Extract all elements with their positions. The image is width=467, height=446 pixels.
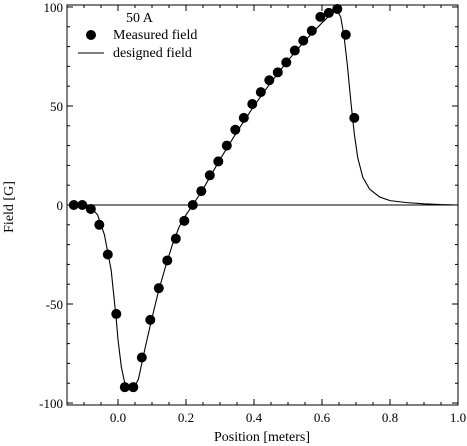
measured-field-point — [272, 67, 283, 78]
measured-field-point — [221, 140, 232, 151]
measured-field-point — [255, 87, 266, 98]
designed-field-layer — [83, 10, 459, 390]
measured-field-point — [332, 3, 343, 14]
measured-field-point — [68, 200, 79, 210]
measured-field-point — [111, 308, 122, 319]
measured-field-point — [77, 200, 88, 210]
measured-field-point — [289, 45, 300, 56]
y-tick-label: 50 — [50, 99, 63, 114]
measured-field-point — [315, 11, 326, 22]
measured-field-point — [179, 215, 190, 226]
y-tick-label: -100 — [39, 396, 63, 411]
measured-field-point — [128, 382, 139, 393]
designed-field-line — [83, 10, 459, 390]
y-tick-label: -50 — [46, 297, 63, 312]
x-tick-label: 0.8 — [382, 410, 398, 425]
measured-field-point — [102, 249, 113, 260]
measured-field-point — [170, 233, 181, 244]
measured-field-point — [298, 35, 309, 46]
y-axis-label: Field [G] — [2, 181, 17, 233]
legend-label-measured: Measured field — [113, 28, 197, 43]
measured-field-point — [230, 124, 241, 135]
measured-field-point — [187, 200, 198, 210]
measured-field-layer — [68, 3, 360, 393]
measured-field-point — [349, 112, 360, 123]
measured-field-point — [162, 255, 173, 266]
measured-field-point — [306, 25, 317, 36]
x-tick-label: 1.0 — [450, 410, 466, 425]
x-tick-label: 0.6 — [314, 410, 331, 425]
legend-marker-measured — [86, 30, 96, 40]
legend-label-designed: designed field — [113, 46, 192, 61]
measured-field-point — [145, 314, 156, 325]
measured-field-point — [196, 186, 207, 197]
legend: 50 A Measured field designed field — [78, 11, 197, 61]
current-annotation: 50 A — [126, 11, 154, 26]
measured-field-point — [238, 112, 249, 123]
x-tick-label: 0.0 — [110, 410, 126, 425]
measured-field-point — [136, 352, 147, 363]
measured-field-point — [281, 57, 292, 68]
measured-field-point — [204, 170, 215, 181]
measured-field-point — [340, 29, 351, 40]
x-tick-label: 0.4 — [246, 410, 263, 425]
x-tick-label: 0.2 — [178, 410, 194, 425]
measured-field-point — [264, 75, 275, 86]
ticks-layer: 0.0 0.2 0.4 0.6 0.8 1.0 -100 -50 0 50 100 — [39, 0, 466, 425]
y-tick-label: 100 — [44, 0, 64, 15]
measured-field-point — [85, 203, 96, 214]
measured-field-point — [94, 219, 105, 230]
y-tick-label: 0 — [57, 198, 64, 213]
measured-field-point — [213, 156, 224, 167]
measured-field-point — [247, 99, 258, 110]
measured-field-point — [119, 382, 130, 393]
x-axis-label: Position [meters] — [214, 430, 310, 445]
measured-field-point — [153, 283, 164, 294]
measured-field-point — [323, 7, 334, 18]
